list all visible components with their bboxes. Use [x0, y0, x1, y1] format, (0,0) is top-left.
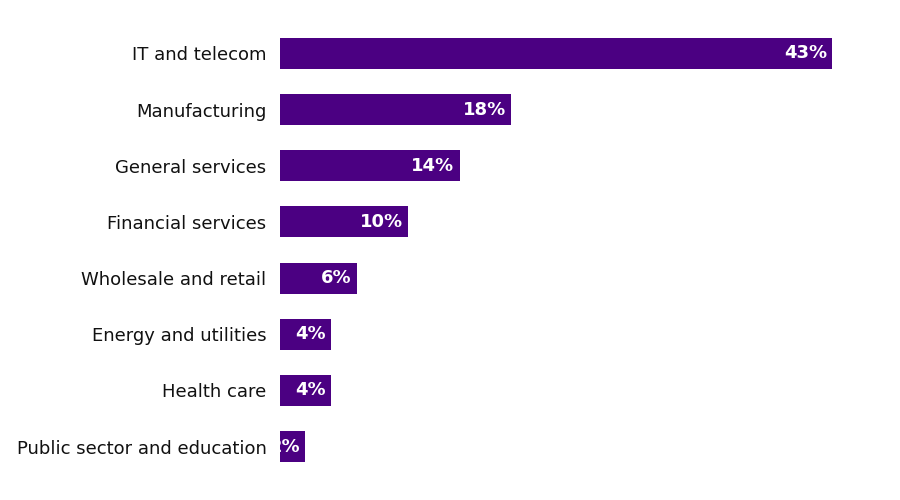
Bar [280, 150, 460, 181]
Text: 4%: 4% [295, 382, 326, 400]
Bar [280, 38, 832, 69]
Bar [280, 262, 356, 294]
Text: 6%: 6% [321, 269, 352, 287]
Bar [280, 375, 331, 406]
Text: 10%: 10% [360, 213, 403, 231]
Text: 14%: 14% [411, 156, 454, 174]
Bar [280, 431, 305, 462]
Bar [280, 206, 409, 238]
Text: 18%: 18% [463, 100, 506, 118]
Text: 4%: 4% [295, 326, 326, 344]
Bar [280, 94, 511, 125]
Text: 43%: 43% [784, 44, 827, 62]
Text: 2%: 2% [270, 438, 301, 456]
Bar [280, 319, 331, 350]
